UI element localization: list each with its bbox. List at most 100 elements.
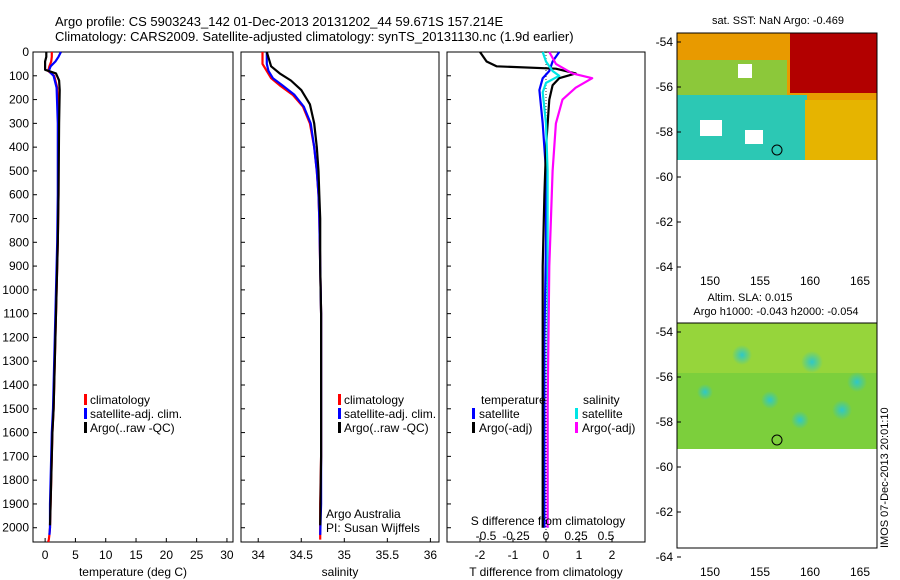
difference-top-label: S difference from climatology xyxy=(471,514,626,528)
temperature-axes-frame xyxy=(32,51,234,543)
map-lat-label: -64 xyxy=(656,550,674,564)
map-lon-label: 165 xyxy=(850,565,870,579)
depth-tick-label: 500 xyxy=(9,164,29,178)
map-lon-label: 155 xyxy=(750,565,770,579)
legend-label-climatology: climatology xyxy=(90,393,150,407)
salinity-panel: 34 34.5 35 35.5 36 salinity climatology sate… xyxy=(240,51,440,579)
legend-label-sal-argo: Argo(-adj) xyxy=(582,421,635,435)
depth-tick-label: 100 xyxy=(9,69,29,83)
legend-swatch-temp-argo xyxy=(472,422,475,433)
x-tick-label: 36 xyxy=(424,548,438,562)
map-lat-label: -60 xyxy=(656,170,674,184)
series-argo-raw-qc xyxy=(43,52,61,526)
sla-map-title-1: Altim. SLA: 0.015 xyxy=(708,292,793,304)
depth-tick-label: 1100 xyxy=(3,307,29,321)
title-line-2: Climatology: CARS2009. Satellite-adjuste… xyxy=(55,29,574,44)
sla-map: Altim. SLA: 0.015 Argo h1000: -0.043 h20… xyxy=(656,292,878,579)
x-tick-label: -2 xyxy=(475,548,486,562)
top-tick-label: -0.5 xyxy=(476,529,497,543)
x-tick-label: 34.5 xyxy=(290,548,314,562)
series-climatology xyxy=(261,52,323,540)
sst-warm-patch xyxy=(790,33,877,93)
x-tick-label: 35 xyxy=(338,548,352,562)
map-lat-label: -58 xyxy=(656,125,674,139)
sla-map-x-ticks: 150 155 160 165 xyxy=(700,565,870,579)
sst-gap xyxy=(745,130,763,144)
salinity-x-label: salinity xyxy=(322,565,359,579)
map-lat-label: -62 xyxy=(656,505,674,519)
salinity-axes-frame xyxy=(240,51,440,543)
map-lat-label: -62 xyxy=(656,215,674,229)
sla-eddy xyxy=(847,372,867,392)
sst-yellow-patch xyxy=(805,100,877,160)
x-tick-label: 10 xyxy=(99,548,113,562)
sst-gap xyxy=(738,64,752,78)
legend-label-climatology: climatology xyxy=(344,393,404,407)
salinity-legend: climatology satellite-adj. clim. Argo(..… xyxy=(338,393,436,435)
sst-map-x-ticks: 150 155 160 165 xyxy=(700,274,870,288)
depth-tick-label: 600 xyxy=(9,188,29,202)
legend-swatch-satellite xyxy=(338,408,341,419)
top-tick-label: -0.25 xyxy=(502,529,530,543)
temperature-x-ticks: 0 5 10 15 20 25 30 xyxy=(42,538,234,562)
difference-top-ticks: -0.5 -0.25 0 0.25 0.5 xyxy=(476,529,615,543)
map-lat-label: -56 xyxy=(656,370,674,384)
depth-tick-label: 2000 xyxy=(2,521,29,535)
map-lon-label: 155 xyxy=(750,274,770,288)
legend-swatch-climatology xyxy=(338,394,341,405)
depth-tick-label: 1600 xyxy=(2,426,29,440)
depth-tick-label: 700 xyxy=(9,212,29,226)
legend-swatch-temp-satellite xyxy=(472,408,475,419)
map-lat-label: -56 xyxy=(656,80,674,94)
legend-swatch-satellite xyxy=(84,408,87,419)
map-lon-label: 160 xyxy=(800,565,820,579)
sla-map-frame xyxy=(676,322,878,549)
legend-label-satellite: satellite-adj. clim. xyxy=(344,407,436,421)
x-tick-label: 1 xyxy=(576,548,583,562)
map-lon-label: 160 xyxy=(800,274,820,288)
x-tick-label: 34 xyxy=(252,548,266,562)
sla-eddy xyxy=(832,400,852,420)
map-lat-label: -64 xyxy=(656,260,674,274)
legend-swatch-climatology xyxy=(84,394,87,405)
depth-tick-label: 1200 xyxy=(2,330,29,344)
difference-panel: -2 -1 0 1 2 -0.5 -0.25 0 0.25 0.5 T difference f… xyxy=(446,51,646,579)
legend-swatch-argo xyxy=(338,422,341,433)
depth-tick-label: 900 xyxy=(9,259,29,273)
map-lat-label: -54 xyxy=(656,325,674,339)
depth-tick-label: 1900 xyxy=(2,497,29,511)
map-lon-label: 150 xyxy=(700,565,720,579)
sst-map-title: sat. SST: NaN Argo: -0.469 xyxy=(712,15,844,27)
sla-eddy xyxy=(801,351,823,373)
temperature-legend: climatology satellite-adj. clim. Argo(..… xyxy=(84,393,182,435)
sst-green-patch xyxy=(677,60,787,100)
title-line-1: Argo profile: CS 5903243_142 01-Dec-2013… xyxy=(55,14,503,29)
legend-header-salinity: salinity xyxy=(583,393,620,407)
difference-x-label: T difference from climatology xyxy=(469,565,623,579)
x-tick-label: 20 xyxy=(160,548,174,562)
top-tick-label: 0.5 xyxy=(598,529,615,543)
legend-label-argo: Argo(..raw -QC) xyxy=(90,421,175,435)
salinity-series xyxy=(261,51,323,540)
difference-legend: temperature salinity satellite Argo(-adj… xyxy=(472,393,635,435)
x-tick-label: 0 xyxy=(543,548,550,562)
legend-label-satellite: satellite-adj. clim. xyxy=(90,407,182,421)
depth-axis: 0 100 200 300 400 500 600 700 800 900 1000 1100 1200… xyxy=(2,45,451,535)
map-lon-label: 150 xyxy=(700,274,720,288)
top-tick-label: 0 xyxy=(543,529,550,543)
temperature-x-label: temperature (deg C) xyxy=(79,565,187,579)
map-lat-label: -60 xyxy=(656,460,674,474)
sst-map: sat. SST: NaN Argo: -0.469 xyxy=(656,15,878,549)
argo-location-marker xyxy=(771,434,783,446)
depth-tick-label: 400 xyxy=(9,140,29,154)
map-lon-label: 165 xyxy=(850,274,870,288)
depth-tick-label: 1300 xyxy=(2,354,29,368)
sla-eddy xyxy=(761,391,779,409)
depth-tick-label: 1800 xyxy=(2,473,29,487)
depth-tick-label: 200 xyxy=(9,93,29,107)
x-tick-label: 2 xyxy=(609,548,616,562)
map-lat-label: -58 xyxy=(656,415,674,429)
legend-label-temp-satellite: satellite xyxy=(479,407,520,421)
legend-header-temperature: temperature xyxy=(481,393,546,407)
